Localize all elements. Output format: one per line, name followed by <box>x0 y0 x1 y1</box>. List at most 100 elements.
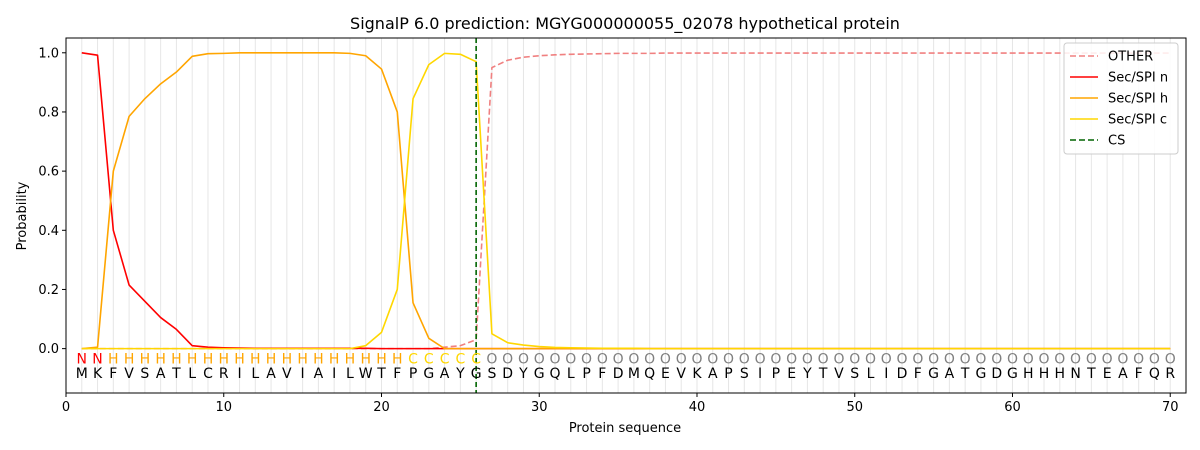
residue-letter: S <box>740 366 749 382</box>
region-label: O <box>960 351 971 367</box>
residue-letter: D <box>897 366 908 382</box>
region-label: O <box>1117 351 1128 367</box>
legend-entry: Sec/SPI c <box>1108 113 1167 128</box>
residue-letter: T <box>171 366 181 382</box>
residue-letter: F <box>393 366 401 382</box>
residue-letter: Q <box>644 366 655 382</box>
residue-letter: I <box>301 366 305 382</box>
x-axis-label: Protein sequence <box>569 421 681 436</box>
x-tick-label: 50 <box>846 400 863 415</box>
residue-letter: G <box>1007 366 1018 382</box>
region-label: H <box>250 351 261 367</box>
x-tick-label: 70 <box>1162 400 1179 415</box>
region-label: H <box>108 351 119 367</box>
region-label: O <box>1054 351 1065 367</box>
legend-entry: OTHER <box>1108 50 1153 65</box>
residue-letter: P <box>724 366 732 382</box>
region-label: O <box>1023 351 1034 367</box>
region-label: H <box>218 351 229 367</box>
region-label: O <box>912 351 923 367</box>
x-tick-label: 30 <box>531 400 548 415</box>
residue-letter: F <box>109 366 117 382</box>
residue-letter: K <box>93 366 103 382</box>
region-label: O <box>770 351 781 367</box>
region-label: H <box>297 351 308 367</box>
legend-box <box>1063 42 1179 155</box>
residue-letter: D <box>991 366 1002 382</box>
residue-letter: E <box>661 366 670 382</box>
region-label: O <box>865 351 876 367</box>
x-tick-label: 40 <box>689 400 706 415</box>
region-label: O <box>644 351 655 367</box>
residue-letter: T <box>818 366 828 382</box>
y-tick-label: 0.8 <box>38 105 59 120</box>
y-tick-label: 0.6 <box>38 165 59 180</box>
region-label: O <box>1086 351 1097 367</box>
region-label: O <box>581 351 592 367</box>
plot-frame <box>65 37 1187 394</box>
region-label: O <box>1149 351 1160 367</box>
region-label: N <box>92 351 102 367</box>
region-label: O <box>597 351 608 367</box>
residue-letter: Y <box>518 366 528 382</box>
residue-letter: T <box>1086 366 1096 382</box>
region-label: H <box>203 351 214 367</box>
residue-letter: V <box>124 366 134 382</box>
residue-letter: W <box>359 366 373 382</box>
residue-letter: P <box>409 366 417 382</box>
region-label: O <box>723 351 734 367</box>
region-label: O <box>1070 351 1081 367</box>
residue-letter: K <box>692 366 702 382</box>
sequence-annotations: NMNKHFHVHSHAHTHLHCHRHIHLHAHVHIHAHIHLHWHT… <box>76 351 1176 382</box>
region-label: O <box>1007 351 1018 367</box>
residue-letter: V <box>676 366 686 382</box>
region-label: H <box>282 351 293 367</box>
region-label: H <box>313 351 324 367</box>
region-label: H <box>360 351 371 367</box>
grid-lines <box>81 38 1171 393</box>
region-label: H <box>376 351 387 367</box>
residue-letter: D <box>502 366 513 382</box>
residue-letter: A <box>708 366 718 382</box>
residue-letter: R <box>1165 366 1175 382</box>
residue-letter: F <box>914 366 922 382</box>
region-label: C <box>440 351 450 367</box>
region-label: O <box>691 351 702 367</box>
residue-letter: M <box>628 366 640 382</box>
y-tick-label: 1.0 <box>38 46 59 61</box>
residue-letter: C <box>203 366 213 382</box>
region-label: C <box>408 351 418 367</box>
region-label: N <box>77 351 87 367</box>
residue-letter: S <box>487 366 496 382</box>
region-label: O <box>786 351 797 367</box>
region-label: O <box>613 351 624 367</box>
residue-letter: I <box>884 366 888 382</box>
region-label: H <box>329 351 340 367</box>
region-label: O <box>1165 351 1176 367</box>
residue-letter: E <box>1103 366 1112 382</box>
y-tick-label: 0.0 <box>38 342 59 357</box>
residue-letter: F <box>1135 366 1143 382</box>
y-tick-label: 0.4 <box>38 224 59 239</box>
region-label: O <box>818 351 829 367</box>
region-label: H <box>266 351 277 367</box>
legend-entry: CS <box>1108 134 1125 149</box>
residue-letter: G <box>471 366 482 382</box>
region-label: O <box>534 351 545 367</box>
y-tick-label: 0.2 <box>38 283 59 298</box>
residue-letter: S <box>140 366 149 382</box>
region-label: O <box>849 351 860 367</box>
region-label: O <box>1039 351 1050 367</box>
region-label: O <box>802 351 813 367</box>
residue-letter: L <box>251 366 259 382</box>
residue-letter: L <box>867 366 875 382</box>
region-label: H <box>155 351 166 367</box>
series-lines <box>81 38 1171 393</box>
region-label: H <box>171 351 182 367</box>
x-tick-label: 10 <box>215 400 232 415</box>
legend-entry: Sec/SPI h <box>1108 92 1168 107</box>
region-label: H <box>140 351 151 367</box>
region-label: O <box>628 351 639 367</box>
residue-letter: P <box>582 366 590 382</box>
